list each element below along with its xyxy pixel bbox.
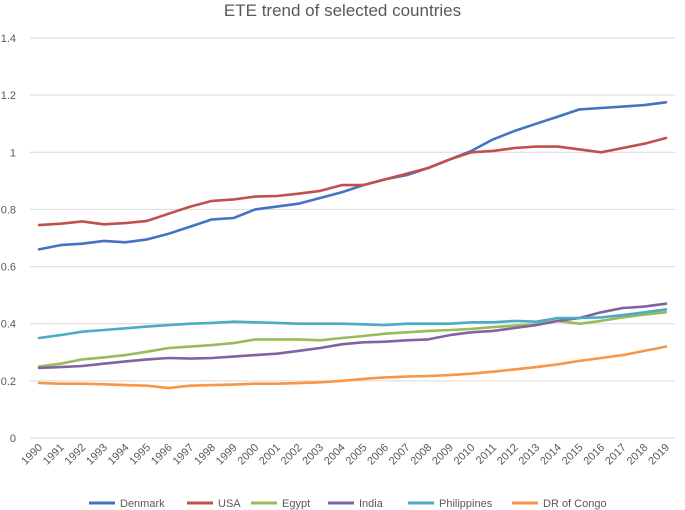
- x-tick-label: 2006: [365, 442, 391, 468]
- legend-label: DR of Congo: [543, 498, 607, 510]
- x-tick-label: 1999: [214, 442, 240, 468]
- x-tick-label: 2004: [322, 442, 348, 468]
- series-line-egypt: [37, 311, 668, 368]
- x-tick-label: 2008: [408, 442, 434, 468]
- y-tick-label: 0.6: [1, 262, 16, 274]
- x-tick-label: 2015: [560, 442, 586, 468]
- x-tick-label: 1997: [171, 442, 197, 468]
- series-lines: [37, 101, 668, 390]
- x-tick-label: 2014: [538, 442, 564, 468]
- x-axis: 1990199119921993199419951996199719981999…: [19, 442, 672, 468]
- legend-label: Egypt: [282, 498, 310, 510]
- y-axis: 0 0.2 0.4 0.6 0.8 1 1.2 1.4: [1, 33, 16, 445]
- x-tick-label: 1994: [106, 442, 132, 468]
- chart-title: ETE trend of selected countries: [224, 1, 461, 20]
- x-tick-label: 1992: [63, 442, 89, 468]
- x-tick-label: 2017: [603, 442, 629, 468]
- x-tick-label: 2002: [279, 442, 305, 468]
- series-line-usa: [37, 136, 668, 227]
- x-tick-label: 1993: [84, 442, 110, 468]
- series-line-philippines: [37, 308, 668, 340]
- x-tick-label: 2003: [300, 442, 326, 468]
- x-tick-label: 2009: [430, 442, 456, 468]
- legend-item-denmark: Denmark: [89, 498, 165, 510]
- series-line-denmark: [37, 101, 668, 251]
- x-tick-label: 1998: [192, 442, 218, 468]
- y-tick-label: 0.8: [1, 204, 16, 216]
- y-tick-label: 1.2: [1, 90, 16, 102]
- legend-item-philippines: Philippines: [408, 498, 493, 510]
- series-line-dr-of-congo: [37, 345, 668, 390]
- legend-item-egypt: Egypt: [251, 498, 310, 510]
- x-tick-label: 1991: [41, 442, 67, 468]
- x-tick-label: 2012: [495, 442, 521, 468]
- x-tick-label: 1996: [149, 442, 175, 468]
- y-tick-label: 1: [10, 147, 16, 159]
- x-tick-label: 2001: [257, 442, 283, 468]
- legend-label: Denmark: [120, 498, 165, 510]
- x-tick-label: 2005: [344, 442, 370, 468]
- legend-label: India: [359, 498, 384, 510]
- legend-item-usa: USA: [187, 498, 241, 510]
- x-tick-label: 1990: [19, 442, 45, 468]
- x-tick-label: 2010: [452, 442, 478, 468]
- x-tick-label: 2016: [581, 442, 607, 468]
- y-tick-label: 0.2: [1, 376, 16, 388]
- x-tick-label: 2019: [646, 442, 672, 468]
- x-tick-label: 2000: [236, 442, 262, 468]
- x-tick-label: 2011: [474, 442, 499, 467]
- series-line-india: [37, 302, 668, 370]
- legend-label: Philippines: [439, 498, 493, 510]
- legend: Denmark USA Egypt India Philippines DR of Con…: [89, 498, 607, 510]
- y-tick-label: 0: [10, 433, 16, 445]
- gridlines: [30, 37, 675, 439]
- x-tick-label: 2013: [517, 442, 543, 468]
- y-tick-label: 1.4: [1, 33, 16, 45]
- legend-item-dr-of-congo: DR of Congo: [512, 498, 607, 510]
- x-tick-label: 2007: [387, 442, 413, 468]
- y-tick-label: 0.4: [1, 319, 16, 331]
- legend-item-india: India: [328, 498, 384, 510]
- x-tick-label: 1995: [127, 442, 153, 468]
- legend-label: USA: [218, 498, 241, 510]
- x-tick-label: 2018: [625, 442, 651, 468]
